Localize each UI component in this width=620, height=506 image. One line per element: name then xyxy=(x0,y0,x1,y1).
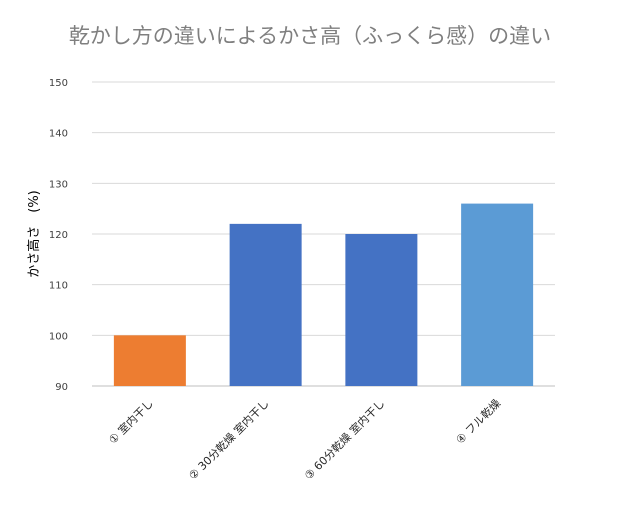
y-tick-label: 90 xyxy=(55,382,68,393)
y-tick-label: 150 xyxy=(49,78,68,89)
chart-title: 乾かし方の違いによるかさ高（ふっくら感）の違い xyxy=(68,24,552,48)
bars xyxy=(113,203,534,386)
y-tick-label: 130 xyxy=(49,179,68,190)
y-tick-label: 120 xyxy=(49,230,68,241)
bar xyxy=(345,234,418,386)
bar xyxy=(461,203,534,386)
x-tick-label: ② 30分乾燥 室内干し xyxy=(186,396,272,482)
x-tick-label: ④ フル乾燥 xyxy=(453,397,503,447)
bar xyxy=(113,335,186,386)
y-tick-label: 110 xyxy=(49,281,68,292)
y-tick-label: 100 xyxy=(49,331,68,342)
x-tick-labels: ① 室内干し ② 30分乾燥 室内干し ③ 60分乾燥 室内干し ④ フル乾燥 xyxy=(106,396,504,482)
y-axis-label: かさ高さ (%) xyxy=(26,190,42,278)
x-tick-label: ① 室内干し xyxy=(106,396,156,446)
bar xyxy=(229,223,302,386)
y-tick-labels: 90 100 110 120 130 140 150 xyxy=(49,78,68,393)
x-tick-label: ③ 60分乾燥 室内干し xyxy=(301,396,387,482)
y-tick-label: 140 xyxy=(49,129,68,140)
